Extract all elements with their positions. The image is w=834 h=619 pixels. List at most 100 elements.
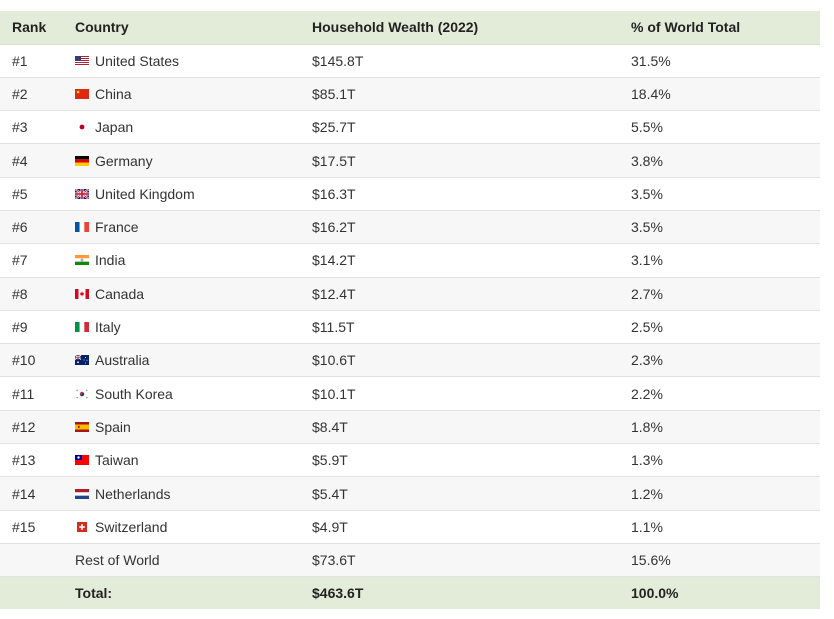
au-flag-icon <box>75 355 89 366</box>
country-name: Australia <box>95 352 150 369</box>
header-wealth[interactable]: Household Wealth (2022) <box>300 11 619 45</box>
total-row: Total: $463.6T 100.0% <box>0 576 820 609</box>
share-cell: 2.7% <box>619 277 820 311</box>
household-wealth-table: Rank Country Household Wealth (2022) % o… <box>0 11 820 609</box>
country-name: United States <box>95 52 180 69</box>
header-share[interactable]: % of World Total <box>619 11 820 45</box>
es-flag-icon <box>75 421 89 432</box>
wealth-cell: $145.8T <box>300 44 619 78</box>
country-name: France <box>95 219 139 236</box>
share-cell: 3.1% <box>619 243 820 278</box>
fr-flag-icon <box>75 222 89 233</box>
country-name: Netherlands <box>95 485 171 502</box>
share-cell: 5.5% <box>619 110 820 145</box>
wealth-cell: $73.6T <box>300 543 619 578</box>
rank-cell <box>0 543 63 578</box>
table-row: #3 Japan $25.7T 5.5% <box>0 110 820 145</box>
table-row: #14 Netherlands $5.4T 1.2% <box>0 476 820 511</box>
wealth-cell: $16.3T <box>300 177 619 211</box>
total-wealth: $463.6T <box>312 585 364 601</box>
share-cell: 2.2% <box>619 376 820 411</box>
country-name: Italy <box>95 319 121 336</box>
table-row: #9 Italy $11.5T 2.5% <box>0 310 820 345</box>
country-name: Japan <box>95 119 134 136</box>
jp-flag-icon <box>75 122 89 133</box>
wealth-cell: $11.5T <box>300 310 619 345</box>
country-name: Spain <box>95 418 131 435</box>
ch-flag-icon <box>75 521 89 532</box>
rank-cell: #12 <box>0 410 63 445</box>
wealth-cell: $14.2T <box>300 243 619 278</box>
table-row: #13 Taiwan $5.9T 1.3% <box>0 443 820 478</box>
share-cell: 15.6% <box>619 543 820 578</box>
wealth-cell: $10.1T <box>300 376 619 411</box>
table-row: #12 Spain $8.4T 1.8% <box>0 410 820 445</box>
wealth-cell: $16.2T <box>300 210 619 245</box>
rank-cell: #7 <box>0 243 63 278</box>
rank-cell: #15 <box>0 510 63 544</box>
rank-cell: #11 <box>0 376 63 411</box>
share-cell: 1.8% <box>619 410 820 445</box>
share-cell: 31.5% <box>619 44 820 78</box>
kr-flag-icon <box>75 388 89 399</box>
nl-flag-icon <box>75 488 89 499</box>
us-flag-icon <box>75 55 89 66</box>
country-name: Switzerland <box>95 518 168 535</box>
header-rank[interactable]: Rank <box>0 11 63 45</box>
rank-cell: #1 <box>0 44 63 78</box>
table-row: #2 China $85.1T 18.4% <box>0 77 820 112</box>
rank-cell: #10 <box>0 343 63 378</box>
wealth-table-container: Rank Country Household Wealth (2022) % o… <box>0 11 820 609</box>
share-cell: 1.2% <box>619 476 820 511</box>
country-name: Canada <box>95 285 145 302</box>
rank-cell: #4 <box>0 143 63 178</box>
de-flag-icon <box>75 155 89 166</box>
country-name: India <box>95 252 126 269</box>
country-name: South Korea <box>95 385 173 402</box>
total-share: 100.0% <box>631 585 679 601</box>
cn-flag-icon <box>75 88 89 99</box>
wealth-cell: $10.6T <box>300 343 619 378</box>
wealth-cell: $85.1T <box>300 77 619 112</box>
ca-flag-icon <box>75 288 89 299</box>
rank-cell: #13 <box>0 443 63 478</box>
wealth-cell: $17.5T <box>300 143 619 178</box>
table-row: #8 Canada $12.4T 2.7% <box>0 277 820 311</box>
country-name: Germany <box>95 152 153 169</box>
header-country[interactable]: Country <box>63 11 300 45</box>
table-row: #10 Australia $10.6T 2.3% <box>0 343 820 378</box>
wealth-cell: $8.4T <box>300 410 619 445</box>
rank-cell: #8 <box>0 277 63 311</box>
rank-cell: #6 <box>0 210 63 245</box>
country-name: United Kingdom <box>95 185 195 202</box>
table-row: #4 Germany $17.5T 3.8% <box>0 143 820 178</box>
share-cell: 2.3% <box>619 343 820 378</box>
wealth-cell: $5.4T <box>300 476 619 511</box>
wealth-cell: $4.9T <box>300 510 619 544</box>
total-label: Total: <box>75 585 113 601</box>
share-cell: 1.3% <box>619 443 820 478</box>
share-cell: 1.1% <box>619 510 820 544</box>
in-flag-icon <box>75 255 89 266</box>
rank-cell: #3 <box>0 110 63 145</box>
rank-cell: #5 <box>0 177 63 211</box>
country-name: China <box>95 85 132 102</box>
share-cell: 3.8% <box>619 143 820 178</box>
wealth-cell: $25.7T <box>300 110 619 145</box>
it-flag-icon <box>75 322 89 333</box>
tw-flag-icon <box>75 455 89 466</box>
wealth-cell: $5.9T <box>300 443 619 478</box>
gb-flag-icon <box>75 188 89 199</box>
rank-cell: #9 <box>0 310 63 345</box>
table-row: #11 South Korea $10.1T 2.2% <box>0 376 820 411</box>
share-cell: 2.5% <box>619 310 820 345</box>
rest-of-world-row: Rest of World $73.6T 15.6% <box>0 543 820 578</box>
share-cell: 3.5% <box>619 177 820 211</box>
rank-cell: #14 <box>0 476 63 511</box>
country-name: Taiwan <box>95 452 139 469</box>
table-row: #1 United States $145.8T 31.5% <box>0 44 820 78</box>
rank-cell <box>0 577 63 609</box>
rank-cell: #2 <box>0 77 63 112</box>
table-row: #5 United Kingdom $16.3T 3.5% <box>0 177 820 211</box>
share-cell: 3.5% <box>619 210 820 245</box>
